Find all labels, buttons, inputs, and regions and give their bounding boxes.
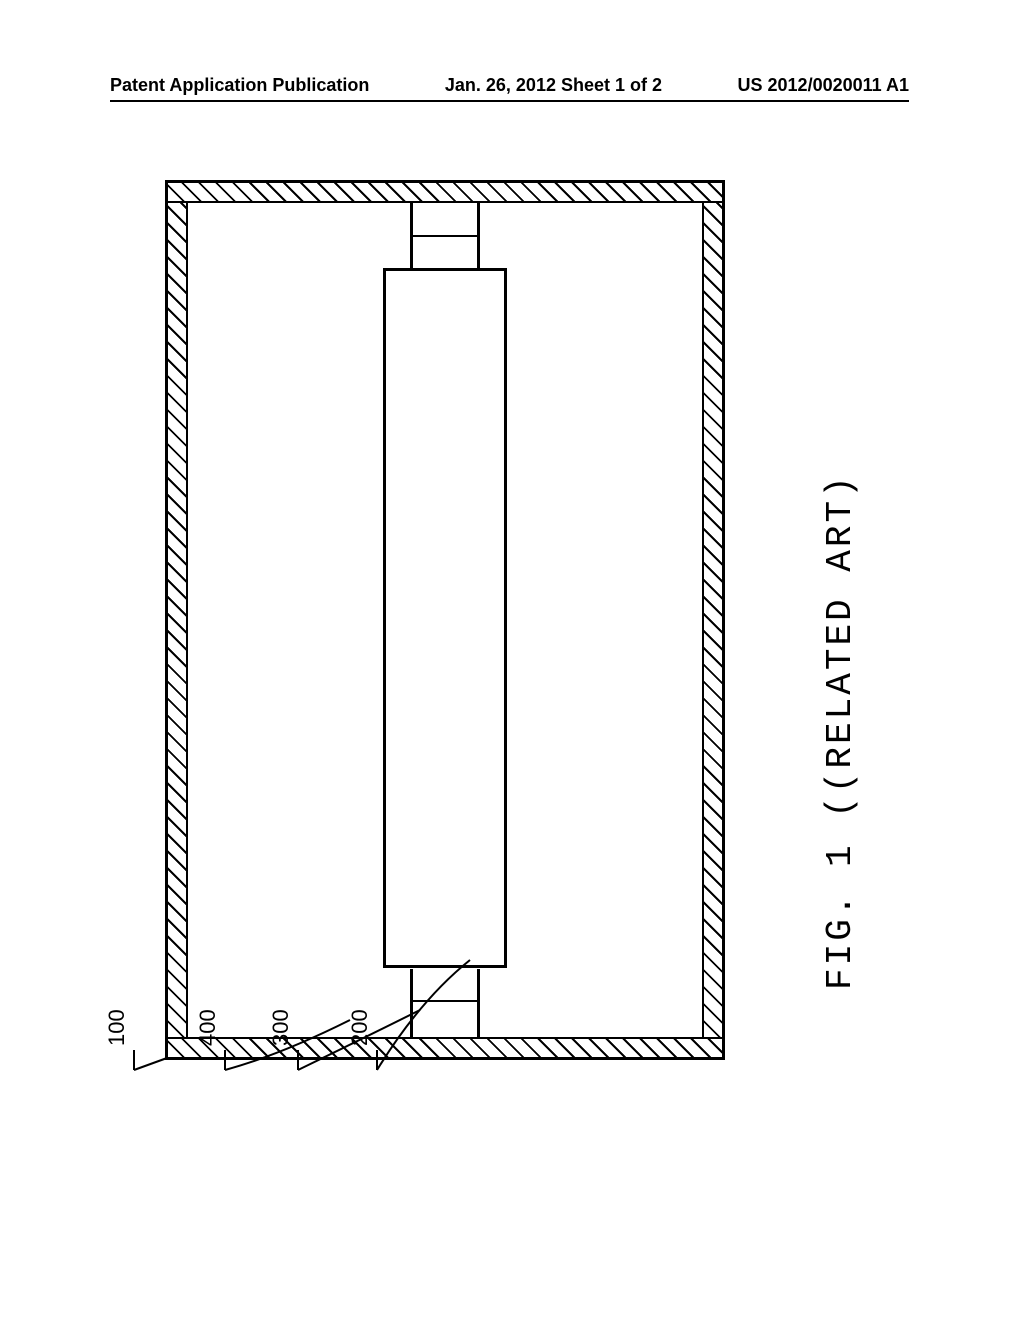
hatch-right <box>702 203 722 1037</box>
ref-label-100: 100 <box>104 1009 130 1046</box>
hatch-top <box>168 183 722 203</box>
header-left: Patent Application Publication <box>110 75 369 96</box>
ref-label-200: 200 <box>347 1009 373 1046</box>
connector-top-divider <box>410 235 480 237</box>
inner-component <box>383 268 507 968</box>
header-right: US 2012/0020011 A1 <box>738 75 909 96</box>
connector-bottom-divider <box>410 1000 480 1002</box>
figure-caption: FIG. 1 ((RELATED ART) <box>820 473 861 990</box>
patent-figure <box>165 180 725 1060</box>
hatch-bottom <box>168 1037 722 1057</box>
connector-bottom <box>410 969 480 1037</box>
ref-label-400: 400 <box>195 1009 221 1046</box>
ref-label-300: 300 <box>268 1009 294 1046</box>
header-divider <box>110 100 909 102</box>
header-center: Jan. 26, 2012 Sheet 1 of 2 <box>445 75 662 96</box>
hatch-left <box>168 203 188 1037</box>
